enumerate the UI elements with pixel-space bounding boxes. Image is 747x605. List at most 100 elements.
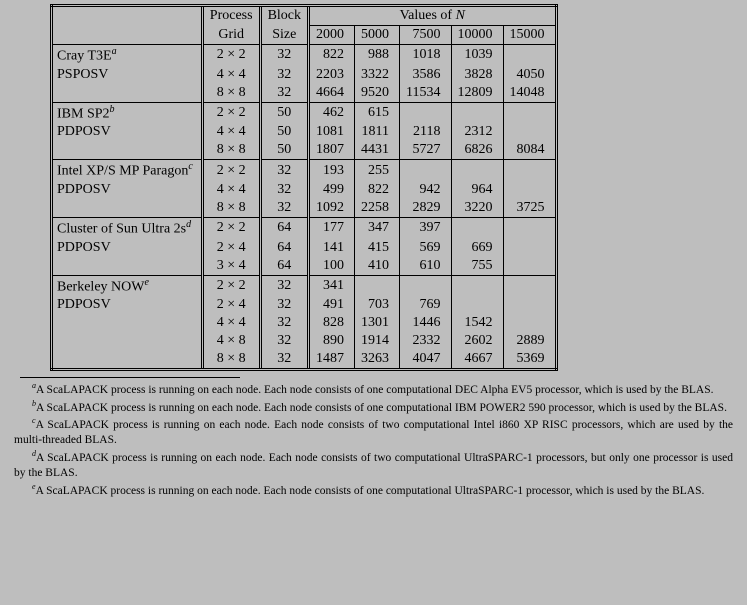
value-cell bbox=[503, 160, 556, 181]
col-n5000: 5000 bbox=[355, 26, 400, 45]
cell bbox=[52, 257, 203, 276]
value-cell bbox=[400, 160, 451, 181]
value-cell: 4667 bbox=[451, 350, 503, 370]
value-cell: 4664 bbox=[309, 84, 355, 103]
value-cell: 755 bbox=[451, 257, 503, 276]
value-cell bbox=[451, 275, 503, 296]
value-cell: 4047 bbox=[400, 350, 451, 370]
process-grid: 8 × 8 bbox=[202, 350, 260, 370]
value-cell: 9520 bbox=[355, 84, 400, 103]
value-cell: 828 bbox=[309, 314, 355, 332]
value-cell: 964 bbox=[451, 181, 503, 199]
value-cell bbox=[355, 275, 400, 296]
value-cell: 610 bbox=[400, 257, 451, 276]
value-cell: 1542 bbox=[451, 314, 503, 332]
value-cell: 890 bbox=[309, 332, 355, 350]
system-title: Berkeley NOWe bbox=[52, 275, 203, 296]
cell bbox=[52, 141, 203, 160]
value-cell: 703 bbox=[355, 296, 400, 314]
cell bbox=[52, 350, 203, 370]
cell bbox=[52, 332, 203, 350]
block-size: 32 bbox=[260, 181, 308, 199]
value-cell: 1446 bbox=[400, 314, 451, 332]
routine-label: PDPOSV bbox=[52, 123, 203, 141]
value-cell: 569 bbox=[400, 239, 451, 257]
value-cell: 415 bbox=[355, 239, 400, 257]
value-cell: 2118 bbox=[400, 123, 451, 141]
value-cell bbox=[503, 239, 556, 257]
col-system-h bbox=[52, 6, 203, 26]
system-title: Cluster of Sun Ultra 2sd bbox=[52, 217, 203, 238]
value-cell: 193 bbox=[309, 160, 355, 181]
value-cell: 769 bbox=[400, 296, 451, 314]
process-grid: 2 × 2 bbox=[202, 217, 260, 238]
block-size: 50 bbox=[260, 141, 308, 160]
col-block-h: Block bbox=[260, 6, 308, 26]
block-size: 64 bbox=[260, 257, 308, 276]
value-cell: 141 bbox=[309, 239, 355, 257]
footnote-c: cA ScaLAPACK process is running on each … bbox=[10, 416, 737, 449]
process-grid: 2 × 2 bbox=[202, 275, 260, 296]
process-grid: 4 × 4 bbox=[202, 123, 260, 141]
cell bbox=[52, 199, 203, 218]
block-size: 32 bbox=[260, 45, 308, 66]
value-cell: 12809 bbox=[451, 84, 503, 103]
col-values-h: Values of N bbox=[309, 6, 556, 26]
block-size: 64 bbox=[260, 217, 308, 238]
value-cell: 2258 bbox=[355, 199, 400, 218]
col-n2000: 2000 bbox=[309, 26, 355, 45]
process-grid: 8 × 8 bbox=[202, 84, 260, 103]
value-cell bbox=[503, 181, 556, 199]
value-cell bbox=[451, 296, 503, 314]
value-cell bbox=[503, 275, 556, 296]
process-grid: 3 × 4 bbox=[202, 257, 260, 276]
value-cell: 4050 bbox=[503, 66, 556, 84]
process-grid: 2 × 4 bbox=[202, 296, 260, 314]
value-cell bbox=[503, 102, 556, 123]
col-n7500: 7500 bbox=[400, 26, 451, 45]
value-cell: 410 bbox=[355, 257, 400, 276]
block-size: 32 bbox=[260, 199, 308, 218]
value-cell: 491 bbox=[309, 296, 355, 314]
value-cell: 822 bbox=[309, 45, 355, 66]
value-cell: 822 bbox=[355, 181, 400, 199]
value-cell: 1039 bbox=[451, 45, 503, 66]
value-cell: 2829 bbox=[400, 199, 451, 218]
value-cell: 1811 bbox=[355, 123, 400, 141]
value-cell bbox=[503, 296, 556, 314]
value-cell: 14048 bbox=[503, 84, 556, 103]
value-cell: 1301 bbox=[355, 314, 400, 332]
value-cell: 255 bbox=[355, 160, 400, 181]
process-grid: 4 × 4 bbox=[202, 314, 260, 332]
col-grid-h: Grid bbox=[202, 26, 260, 45]
value-cell: 2889 bbox=[503, 332, 556, 350]
value-cell: 2332 bbox=[400, 332, 451, 350]
system-title: Cray T3Ea bbox=[52, 45, 203, 66]
value-cell: 341 bbox=[309, 275, 355, 296]
value-cell: 1487 bbox=[309, 350, 355, 370]
footnote-b: bA ScaLAPACK process is running on each … bbox=[10, 399, 737, 416]
process-grid: 4 × 4 bbox=[202, 181, 260, 199]
value-cell: 8084 bbox=[503, 141, 556, 160]
value-cell: 347 bbox=[355, 217, 400, 238]
process-grid: 4 × 4 bbox=[202, 66, 260, 84]
block-size: 32 bbox=[260, 160, 308, 181]
value-cell bbox=[451, 102, 503, 123]
value-cell: 100 bbox=[309, 257, 355, 276]
block-size: 64 bbox=[260, 239, 308, 257]
footnote-d: dA ScaLAPACK process is running on each … bbox=[10, 449, 737, 482]
routine-label: PDPOSV bbox=[52, 181, 203, 199]
block-size: 32 bbox=[260, 84, 308, 103]
block-size: 32 bbox=[260, 314, 308, 332]
routine-label: PDPOSV bbox=[52, 239, 203, 257]
routine-label: PDPOSV bbox=[52, 296, 203, 314]
value-cell: 5369 bbox=[503, 350, 556, 370]
value-cell bbox=[451, 217, 503, 238]
value-cell bbox=[503, 123, 556, 141]
process-grid: 2 × 2 bbox=[202, 160, 260, 181]
value-cell: 1807 bbox=[309, 141, 355, 160]
system-title: Intel XP/S MP Paragonc bbox=[52, 160, 203, 181]
block-size: 32 bbox=[260, 332, 308, 350]
value-cell: 3220 bbox=[451, 199, 503, 218]
value-cell: 1092 bbox=[309, 199, 355, 218]
